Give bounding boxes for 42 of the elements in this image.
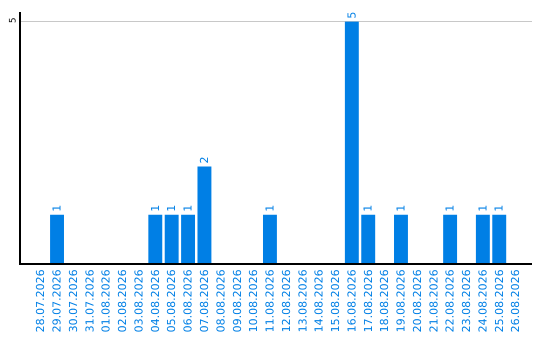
x-tick-label: 02.08.2026 [116,269,130,332]
data-label: 1 [476,204,490,212]
x-tick-label: 03.08.2026 [132,269,146,332]
x-tick-label: 17.08.2026 [362,269,375,332]
x-tick-label: 19.08.2026 [394,269,408,332]
x-tick-label: 31.07.2026 [83,269,96,332]
data-label: 1 [362,204,375,212]
x-tick-label: 06.08.2026 [182,269,195,332]
data-label: 1 [394,204,408,212]
x-tick-label: 07.08.2026 [198,269,212,332]
x-tick-label: 18.08.2026 [378,269,392,332]
data-label: 1 [444,204,457,212]
x-tick-label: 09.08.2026 [230,269,244,332]
x-tick-label: 13.08.2026 [296,269,310,332]
x-tick-label: 22.08.2026 [444,269,457,332]
x-tick-label: 12.08.2026 [280,269,293,332]
data-label: 1 [263,204,276,212]
x-tick-label: 21.08.2026 [427,269,440,332]
x-tick-label: 11.08.2026 [264,269,277,332]
data-label: 1 [50,204,64,212]
x-tick-label: 15.08.2026 [329,269,342,332]
data-label: 2 [198,156,211,164]
x-tick-label: 01.08.2026 [100,269,113,332]
x-tick-label: 26.08.2026 [509,269,522,332]
data-label: 1 [165,204,178,212]
data-label: 1 [182,204,195,212]
x-tick-label: 24.08.2026 [476,269,490,332]
x-tick-label: 16.08.2026 [345,269,358,332]
x-tick-label: 05.08.2026 [165,269,178,332]
x-tick-label: 14.08.2026 [312,269,326,332]
x-tick-label: 28.07.2026 [34,269,48,332]
data-label: 5 [345,12,358,19]
x-tick-label: 25.08.2026 [492,269,506,332]
data-label: 1 [492,204,506,212]
x-tick-label: 23.08.2026 [460,269,474,332]
x-tick-label: 29.07.2026 [50,269,64,332]
x-tick-label: 10.08.2026 [247,269,260,332]
x-tick-label: 20.08.2026 [410,269,424,332]
x-tick-label: 08.08.2026 [214,269,228,332]
data-label: 1 [148,204,162,212]
x-tick-label: 04.08.2026 [148,269,162,332]
x-tick-label: 30.07.2026 [66,269,80,332]
